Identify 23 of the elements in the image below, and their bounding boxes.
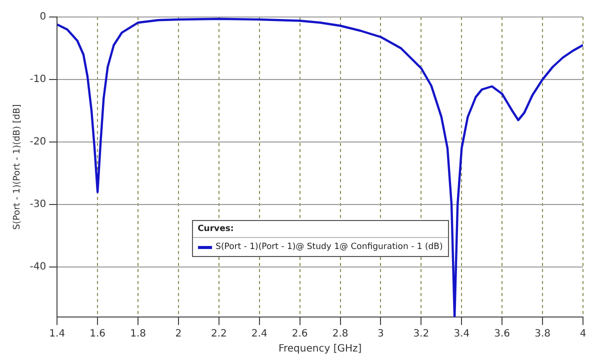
x-tick-label: 2.2	[210, 328, 227, 340]
x-tick-label: 2	[175, 328, 182, 340]
x-tick-label: 3.4	[454, 328, 470, 340]
x-axis-title: Frequency [GHz]	[278, 344, 362, 355]
x-tick-label: 2.6	[292, 328, 308, 340]
y-tick-label: -40	[30, 262, 46, 273]
x-tick-label: 4	[580, 328, 586, 340]
y-tick-label: 0	[40, 12, 46, 23]
x-tick-label: 2.8	[332, 328, 348, 340]
y-tick-label: -30	[30, 199, 46, 210]
y-axis-title: S(Port - 1)(Port - 1)(dB) [dB]	[12, 104, 23, 230]
x-tick-label: 1.8	[130, 328, 146, 340]
y-tick-label: -10	[30, 74, 46, 86]
x-tick-label: 1.4	[49, 328, 66, 340]
y-tick-label: -20	[30, 136, 46, 148]
x-tick-label: 3.2	[413, 328, 430, 340]
x-tick-label: 2.4	[251, 328, 268, 340]
legend-title: Curves:	[192, 221, 448, 238]
x-tick-label: 3.6	[494, 328, 510, 340]
x-tick-label: 3	[378, 328, 384, 340]
x-tick-label: 3.8	[534, 328, 550, 340]
x-tick-label: 1.6	[90, 328, 106, 340]
legend-label: S(Port - 1)(Port - 1)@ Study 1@ Configuration - 1 (dB)	[216, 242, 443, 252]
